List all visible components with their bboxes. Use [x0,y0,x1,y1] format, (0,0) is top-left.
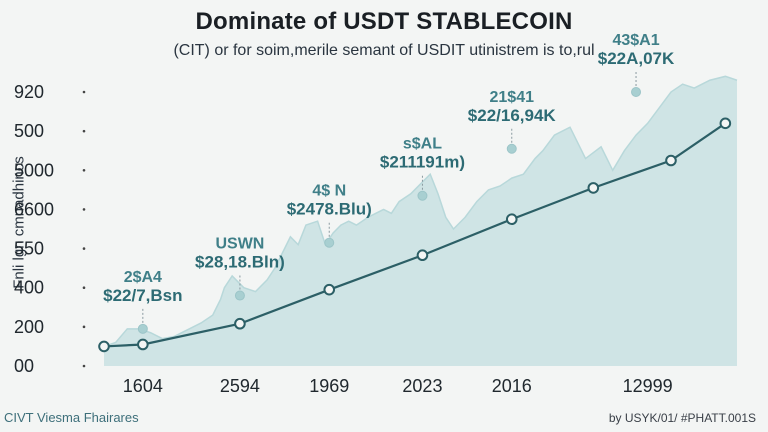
x-tick-label: 2594 [220,376,260,396]
y-tick-dot [82,168,86,172]
y-tick-label: 5000 [14,160,54,180]
x-tick-label: 2023 [402,376,442,396]
annotation-value-label: $2478.Blu) [287,200,372,219]
x-tick-label: 1969 [309,376,349,396]
annotation-top-label: 4$ N [312,183,346,200]
y-tick-label: 00 [14,356,34,376]
annotation-top-label: 43$A1 [612,32,659,49]
x-tick-label: 2016 [492,376,532,396]
y-tick-marks [82,90,86,368]
annotation-top-label: 21$41 [490,89,535,106]
y-tick-dot [82,247,86,250]
chart-title: Dominate of USDT STABLECOIN [195,8,573,35]
annotation-point [137,323,148,334]
annotation-top-label: USWN [215,236,264,253]
y-tick-dot [82,129,86,133]
footer-source-right: by USYK/01/ #PHATT.001S [608,411,756,425]
annotation-top-label: 2$A4 [124,269,162,286]
trend-marker [323,283,336,296]
x-tick-label: 1604 [123,376,163,396]
trend-marker [719,117,732,130]
trend-marker [587,182,600,194]
y-tick-labels: 00 200 400 550 6600 5000 500 920 [14,82,54,376]
annotation-value-label: $22/7,Bsn [103,286,182,305]
area-ridge-line [103,75,738,348]
annotation-point [324,237,335,248]
y-tick-dot [82,364,86,368]
y-tick-label: 550 [14,239,44,259]
x-tick-label: 12999 [623,376,673,396]
trend-marker [98,340,110,353]
annotation-value-label: $22A,07K [598,49,675,68]
y-tick-dot [82,325,86,329]
y-tick-label: 200 [14,317,44,337]
trend-marker [665,154,677,167]
y-tick-dot [82,208,86,211]
annotation-point [234,290,245,301]
y-tick-label: 500 [14,121,44,141]
area-series [104,76,737,366]
trend-marker [505,213,518,226]
annotation-points [137,87,642,334]
y-tick-label: 920 [14,82,44,102]
trend-marker [234,317,246,330]
annotation-value-label: $22/16,94K [468,106,557,125]
y-tick-dot [82,286,86,290]
footer-source-left: CIVT Viesma Fhairares [4,410,139,425]
annotation-point [631,87,642,97]
trend-marker [416,249,429,262]
annotation-point [506,143,517,154]
y-tick-label: 400 [14,278,44,298]
chart-subtitle: (CIT) or for soim,merile semant of USDIT… [173,42,595,59]
annotation-labels: 2$A4$22/7,Bsn USWN$28,18.Bln) 4$ N$2478.Bl… [103,32,675,305]
annotation-value-label: $211191m) [380,153,465,172]
trend-marker [137,338,149,351]
y-tick-label: 6600 [14,199,54,219]
trend-markers [98,117,732,353]
annotation-point [417,190,428,201]
annotation-leaders [142,70,637,323]
annotation-top-label: s$AL [403,136,442,153]
y-tick-dot [82,90,86,94]
annotation-value-label: $28,18.Bln) [195,253,285,272]
x-tick-labels: 1604 2594 1969 2023 2016 12999 [123,376,673,396]
